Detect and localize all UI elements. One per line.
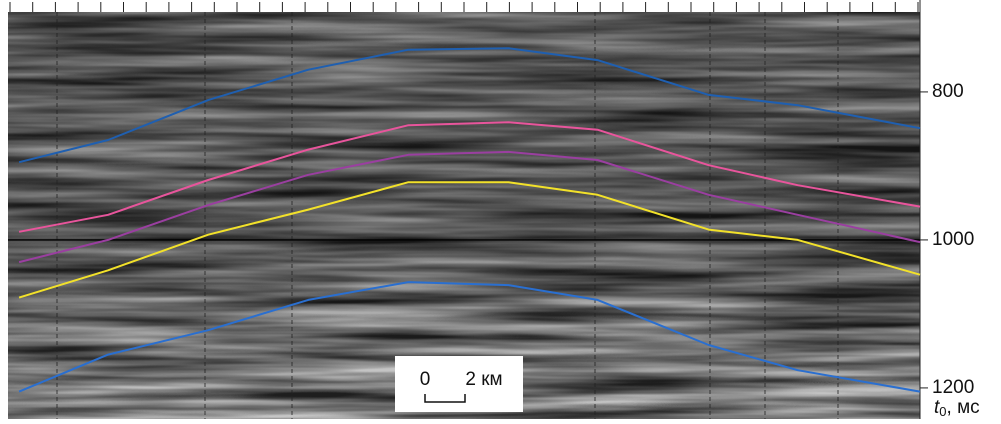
horizon-line [18,150,921,264]
scale-bar: 0 2 км [395,356,523,412]
scale-end: 2 км [465,369,502,390]
horizon-line [18,121,921,233]
horizon-line [18,281,921,393]
seismic-section [8,12,920,419]
y-tick-label: 1200 [932,377,974,398]
y-tick-label: 1000 [932,229,974,250]
y-axis-label: t0, мс [934,397,980,419]
horizon-line [18,181,921,299]
scale-start: 0 [420,369,431,390]
horizon-line [18,47,921,164]
y-tick-label: 800 [932,81,964,102]
